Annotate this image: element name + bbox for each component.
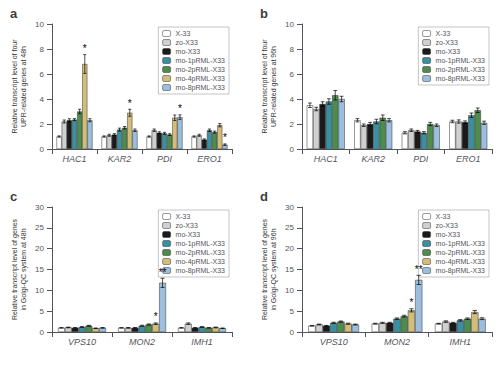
svg-text:6: 6 xyxy=(290,70,295,79)
svg-text:mo-2pRML-X33: mo-2pRML-X33 xyxy=(176,249,226,257)
svg-text:mo-1pRML-X33: mo-1pRML-X33 xyxy=(436,240,486,248)
svg-text:2: 2 xyxy=(40,120,45,129)
svg-text:0: 0 xyxy=(40,145,45,154)
svg-text:*: * xyxy=(154,311,158,322)
svg-text:PDI: PDI xyxy=(413,154,429,164)
svg-text:mo-1pRML-X33: mo-1pRML-X33 xyxy=(176,240,226,248)
svg-text:**: ** xyxy=(159,267,167,278)
svg-text:*: * xyxy=(223,132,227,143)
svg-text:mo-2pRML-X33: mo-2pRML-X33 xyxy=(436,249,486,257)
svg-text:mo-1pRML-X33: mo-1pRML-X33 xyxy=(436,57,486,65)
svg-text:zo-X33: zo-X33 xyxy=(436,222,458,229)
svg-text:mo-2pRML-X33: mo-2pRML-X33 xyxy=(436,66,486,74)
svg-text:mo-8pRML-X33: mo-8pRML-X33 xyxy=(176,267,226,275)
svg-text:20: 20 xyxy=(35,244,44,253)
svg-text:d: d xyxy=(260,189,268,204)
svg-text:mo-8pRML-X33: mo-8pRML-X33 xyxy=(176,84,226,92)
svg-text:mo-X33: mo-X33 xyxy=(176,48,201,55)
svg-text:VPS10: VPS10 xyxy=(320,337,348,347)
svg-text:KAR2: KAR2 xyxy=(108,154,132,164)
svg-text:8: 8 xyxy=(290,45,295,54)
svg-text:MON2: MON2 xyxy=(384,337,410,347)
svg-text:15: 15 xyxy=(35,265,44,274)
svg-text:6: 6 xyxy=(40,70,45,79)
svg-text:MON2: MON2 xyxy=(129,337,155,347)
svg-text:10: 10 xyxy=(285,20,294,29)
svg-text:mo-8pRML-X33: mo-8pRML-X33 xyxy=(436,75,486,83)
svg-text:zo-X33: zo-X33 xyxy=(176,222,198,229)
svg-text:mo-8pRML-X33: mo-8pRML-X33 xyxy=(436,267,486,275)
svg-text:Relative transcript level of g: Relative transcript level of genes xyxy=(11,218,19,320)
svg-text:*: * xyxy=(178,103,182,114)
svg-text:mo-1pRML-X33: mo-1pRML-X33 xyxy=(176,57,226,65)
svg-text:10: 10 xyxy=(285,286,294,295)
svg-text:VPS10: VPS10 xyxy=(68,337,96,347)
svg-text:0: 0 xyxy=(40,328,45,337)
svg-text:5: 5 xyxy=(290,307,295,316)
svg-text:25: 25 xyxy=(285,223,294,232)
svg-text:b: b xyxy=(260,6,268,21)
svg-text:UPR-related genes at 96h: UPR-related genes at 96h xyxy=(270,46,278,127)
svg-text:mo-4pRML-X33: mo-4pRML-X33 xyxy=(176,258,226,266)
svg-text:KAR2: KAR2 xyxy=(361,154,385,164)
svg-text:2: 2 xyxy=(290,120,295,129)
svg-text:IMH1: IMH1 xyxy=(191,337,213,347)
svg-text:mo-2pRML-X33: mo-2pRML-X33 xyxy=(176,66,226,74)
svg-text:in Golgi-QC system at 96h: in Golgi-QC system at 96h xyxy=(270,228,278,310)
svg-text:20: 20 xyxy=(285,244,294,253)
svg-text:zo-X33: zo-X33 xyxy=(176,39,198,46)
svg-text:c: c xyxy=(10,189,17,204)
svg-text:10: 10 xyxy=(35,20,44,29)
svg-text:*: * xyxy=(128,98,132,109)
svg-text:HAC1: HAC1 xyxy=(62,154,86,164)
svg-text:X-33: X-33 xyxy=(176,30,191,37)
svg-text:UPR-related genes at 48h: UPR-related genes at 48h xyxy=(20,46,28,127)
svg-text:ERO1: ERO1 xyxy=(456,154,481,164)
svg-text:Relative transcript level of g: Relative transcript level of genes xyxy=(261,218,269,320)
svg-text:X-33: X-33 xyxy=(436,213,451,220)
svg-text:0: 0 xyxy=(290,145,295,154)
svg-text:**: ** xyxy=(415,264,423,275)
svg-text:8: 8 xyxy=(40,45,45,54)
svg-text:a: a xyxy=(10,6,18,21)
svg-text:0: 0 xyxy=(290,328,295,337)
svg-text:30: 30 xyxy=(285,203,294,212)
svg-text:5: 5 xyxy=(40,307,45,316)
svg-text:PDI: PDI xyxy=(157,154,173,164)
svg-text:HAC1: HAC1 xyxy=(314,154,338,164)
svg-text:*: * xyxy=(410,297,414,308)
svg-text:30: 30 xyxy=(35,203,44,212)
svg-text:IMH1: IMH1 xyxy=(450,337,472,347)
svg-text:zo-X33: zo-X33 xyxy=(436,39,458,46)
svg-text:4: 4 xyxy=(40,95,45,104)
svg-text:mo-4pRML-X33: mo-4pRML-X33 xyxy=(176,75,226,83)
svg-text:in Golgi-QC system at 48h: in Golgi-QC system at 48h xyxy=(20,228,28,310)
svg-text:Relative transcript level of f: Relative transcript level of four xyxy=(261,39,269,134)
svg-text:*: * xyxy=(83,43,87,54)
svg-text:4: 4 xyxy=(290,95,295,104)
svg-text:X-33: X-33 xyxy=(436,30,451,37)
svg-text:mo-X33: mo-X33 xyxy=(176,231,201,238)
svg-text:Relative transcript level of f: Relative transcript level of four xyxy=(11,39,19,134)
svg-text:10: 10 xyxy=(35,286,44,295)
svg-text:ERO1: ERO1 xyxy=(197,154,222,164)
svg-text:15: 15 xyxy=(285,265,294,274)
svg-text:mo-X33: mo-X33 xyxy=(436,231,461,238)
svg-text:25: 25 xyxy=(35,223,44,232)
svg-text:mo-X33: mo-X33 xyxy=(436,48,461,55)
svg-text:X-33: X-33 xyxy=(176,213,191,220)
svg-text:mo-4pRML-X33: mo-4pRML-X33 xyxy=(436,258,486,266)
